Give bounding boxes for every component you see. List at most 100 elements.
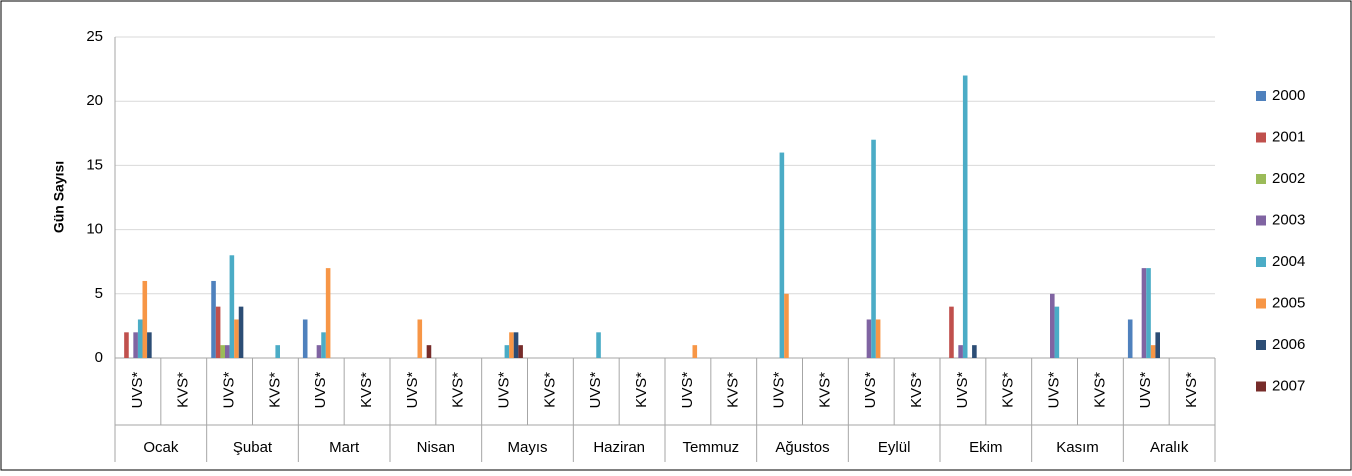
legend-label: 2007 — [1272, 377, 1305, 394]
bar — [972, 345, 977, 358]
legend-label: 2005 — [1272, 294, 1305, 311]
bar — [142, 280, 148, 358]
bar — [1141, 268, 1147, 358]
group-label: Haziran — [593, 439, 645, 456]
x-tick-label: KVS* — [358, 372, 375, 408]
group-label: Temmuz — [682, 439, 739, 456]
x-tick-label: UVS* — [221, 372, 238, 409]
x-tick-label: KVS* — [908, 372, 925, 408]
x-tick-label: KVS* — [266, 372, 283, 408]
bar — [509, 332, 514, 358]
bar — [238, 306, 244, 358]
bar — [133, 332, 138, 358]
bar — [1155, 332, 1160, 358]
bar — [875, 319, 881, 358]
y-tick-label: 10 — [86, 221, 103, 238]
bar — [220, 345, 225, 358]
group-label: Aralık — [1150, 439, 1189, 456]
y-tick-label: 0 — [95, 349, 103, 366]
group-label: Kasım — [1056, 439, 1099, 456]
bar — [426, 345, 432, 358]
bar — [215, 306, 221, 358]
x-tick-label: UVS* — [771, 372, 788, 409]
bar — [302, 319, 308, 358]
x-tick-label: UVS* — [954, 372, 971, 409]
x-tick-label: UVS* — [1137, 372, 1154, 409]
legend-label: 2004 — [1272, 253, 1305, 270]
bar — [316, 345, 322, 358]
bar — [325, 268, 331, 358]
bar — [124, 332, 129, 358]
bar — [779, 152, 785, 358]
x-tick-label: KVS* — [1091, 372, 1108, 408]
x-tick-label: UVS* — [129, 372, 146, 409]
legend-swatch — [1256, 174, 1266, 184]
bar — [504, 345, 510, 358]
bar — [275, 345, 280, 358]
group-label: Nisan — [417, 439, 455, 456]
y-tick-label: 25 — [86, 28, 103, 45]
group-label: Ağustos — [775, 439, 829, 456]
x-tick-label: UVS* — [862, 372, 879, 409]
bar — [958, 345, 963, 358]
legend-swatch — [1256, 298, 1266, 309]
bar — [1127, 319, 1133, 358]
bar — [513, 332, 519, 358]
bar — [596, 332, 601, 358]
group-label: Ekim — [969, 439, 1002, 456]
bar — [784, 293, 789, 358]
bar — [211, 280, 216, 358]
x-tick-label: KVS* — [450, 372, 467, 408]
x-tick-label: UVS* — [312, 372, 329, 409]
x-tick-label: KVS* — [816, 372, 833, 408]
x-tick-label: KVS* — [541, 372, 558, 408]
bar — [147, 332, 152, 358]
x-tick-label: KVS* — [1183, 372, 1200, 408]
bar — [962, 75, 968, 359]
bar — [1150, 345, 1156, 358]
bar — [866, 319, 872, 358]
bar — [225, 345, 230, 358]
bar — [137, 319, 143, 358]
legend-swatch — [1256, 91, 1266, 101]
bar — [1054, 306, 1060, 358]
legend-label: 2006 — [1272, 336, 1305, 353]
bar — [234, 319, 239, 358]
legend-label: 2003 — [1272, 211, 1305, 228]
x-tick-label: UVS* — [587, 372, 604, 409]
legend-swatch — [1256, 215, 1266, 226]
group-label: Mayıs — [507, 439, 547, 456]
y-tick-label: 15 — [86, 156, 103, 173]
group-label: Şubat — [233, 439, 273, 456]
legend-swatch — [1256, 381, 1266, 392]
x-tick-label: UVS* — [1046, 372, 1063, 409]
x-tick-label: KVS* — [725, 372, 742, 408]
group-label: Ocak — [143, 439, 179, 456]
legend-label: 2000 — [1272, 87, 1305, 104]
bar — [417, 319, 423, 358]
legend-label: 2001 — [1272, 128, 1305, 145]
y-tick-label: 20 — [86, 92, 103, 109]
bar — [1050, 293, 1055, 358]
x-tick-label: UVS* — [404, 372, 421, 409]
legend-label: 2002 — [1272, 170, 1305, 187]
bar — [518, 345, 523, 358]
bar — [871, 139, 876, 358]
group-label: Eylül — [878, 439, 911, 456]
legend-swatch — [1256, 132, 1266, 143]
bar — [1146, 268, 1151, 358]
legend-swatch — [1256, 340, 1266, 350]
y-tick-label: 5 — [95, 285, 103, 302]
x-tick-label: UVS* — [496, 372, 513, 409]
legend-swatch — [1256, 257, 1266, 267]
bar — [321, 332, 326, 358]
x-tick-label: KVS* — [1000, 372, 1017, 408]
x-tick-label: KVS* — [175, 372, 192, 408]
bar — [692, 345, 698, 358]
group-label: Mart — [329, 439, 360, 456]
x-tick-label: UVS* — [679, 372, 696, 409]
bar — [949, 306, 954, 358]
y-axis-title: Gün Sayısı — [51, 161, 67, 233]
